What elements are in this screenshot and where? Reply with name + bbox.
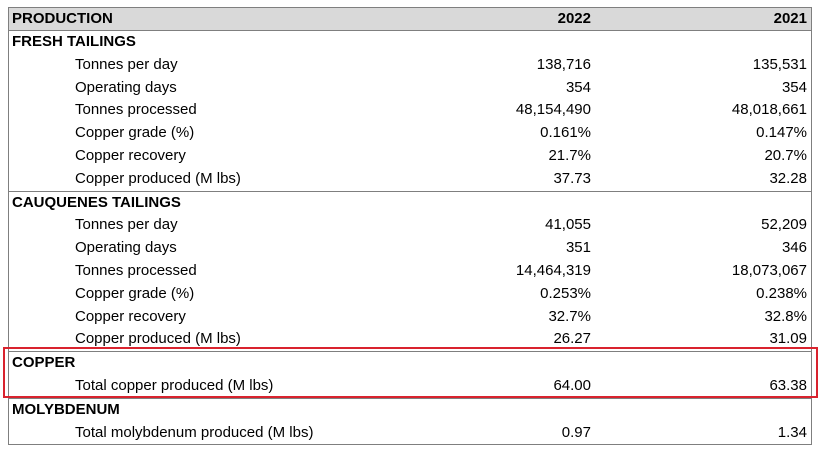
table-row: Total molybdenum produced (M lbs) 0.97 1.3… [75,423,807,441]
table-row: Tonnes per day 138,716 135,531 [75,55,807,73]
section-copper: COPPER Total copper produced (M lbs) 64.0… [9,352,811,399]
table-row: Copper recovery 21.7% 20.7% [75,146,807,164]
table-row: Copper grade (%) 0.253% 0.238% [75,284,807,302]
section-title: COPPER [12,354,76,372]
table-row: Copper grade (%) 0.161% 0.147% [75,124,807,142]
table-row: Tonnes processed 48,154,490 48,018,661 [75,101,807,119]
section-cauquenes-tailings: CAUQUENES TAILINGS Tonnes per day 41,055 5… [9,192,811,353]
table-row: Tonnes processed 14,464,319 18,073,067 [75,261,807,279]
table-row: Total copper produced (M lbs) 64.00 63.38 [75,376,807,394]
table-row: Copper recovery 32.7% 32.8% [75,307,807,325]
table-row: Copper produced (M lbs) 26.27 31.09 [75,330,807,348]
section-title: FRESH TAILINGS [12,33,136,50]
table-row: Tonnes per day 41,055 52,209 [75,216,807,234]
production-table: PRODUCTION 2022 2021 FRESH TAILINGS Tonn… [8,7,812,446]
table-row: Operating days 354 354 [75,78,807,96]
section-molybdenum: MOLYBDENUM Total molybdenum produced (M … [9,399,811,445]
section-fresh-tailings: FRESH TAILINGS Tonnes per day 138,716 135,… [9,31,811,192]
table-header: PRODUCTION 2022 2021 [9,8,811,31]
header-2022: 2022 [557,10,591,27]
table-row: Operating days 351 346 [75,239,807,257]
header-title: PRODUCTION [12,10,113,27]
table-row: Copper produced (M lbs) 37.73 32.28 [75,169,807,187]
header-2021: 2021 [773,10,807,27]
section-title: MOLYBDENUM [12,400,120,418]
section-title: CAUQUENES TAILINGS [12,193,181,211]
